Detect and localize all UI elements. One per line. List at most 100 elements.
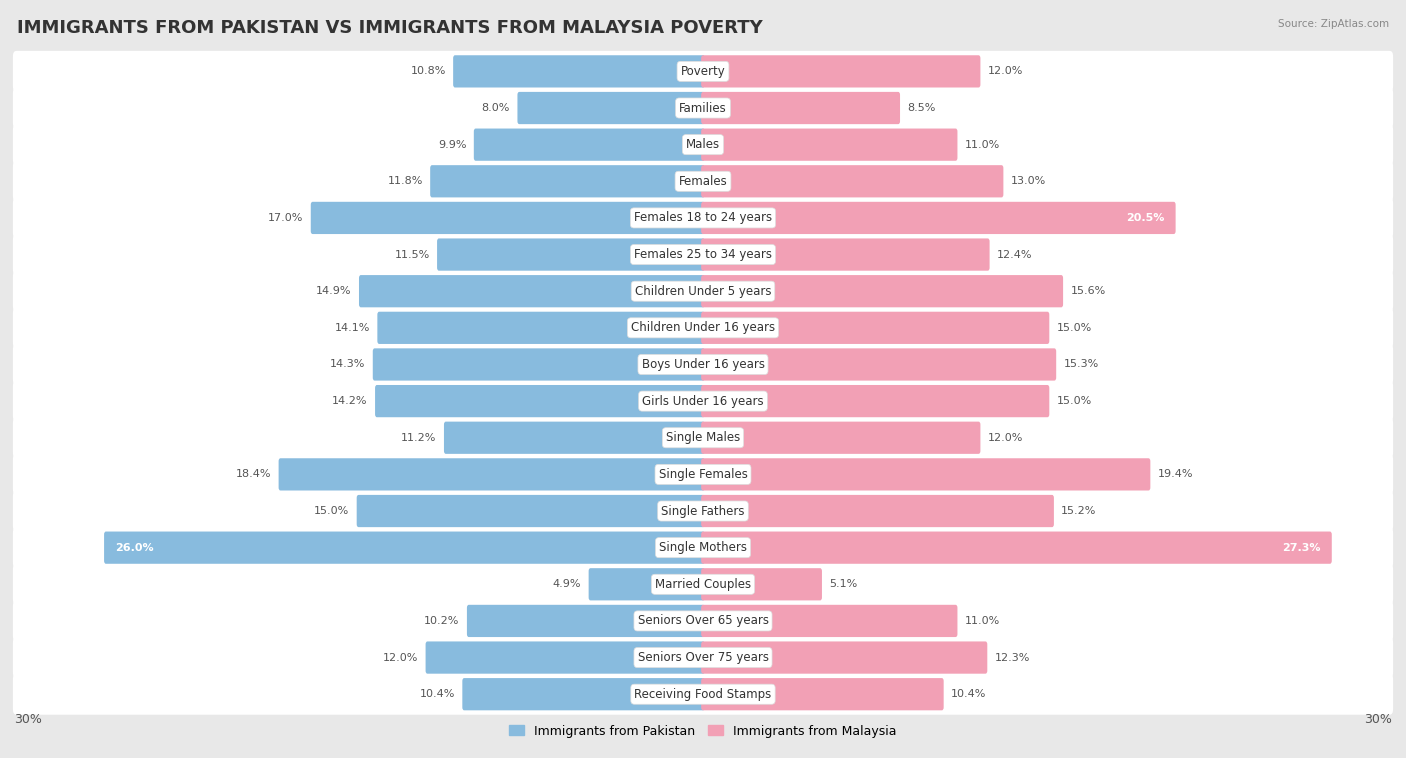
Text: Children Under 16 years: Children Under 16 years bbox=[631, 321, 775, 334]
Text: 14.3%: 14.3% bbox=[330, 359, 366, 369]
FancyBboxPatch shape bbox=[13, 234, 1393, 275]
FancyBboxPatch shape bbox=[13, 197, 1393, 239]
FancyBboxPatch shape bbox=[13, 51, 1393, 92]
FancyBboxPatch shape bbox=[702, 312, 1049, 344]
Text: 11.8%: 11.8% bbox=[388, 177, 423, 186]
FancyBboxPatch shape bbox=[13, 600, 1393, 641]
Text: Single Females: Single Females bbox=[658, 468, 748, 481]
FancyBboxPatch shape bbox=[430, 165, 704, 197]
Text: 10.2%: 10.2% bbox=[425, 616, 460, 626]
Text: Families: Families bbox=[679, 102, 727, 114]
FancyBboxPatch shape bbox=[13, 490, 1393, 531]
FancyBboxPatch shape bbox=[589, 568, 704, 600]
Text: 13.0%: 13.0% bbox=[1011, 177, 1046, 186]
Text: 4.9%: 4.9% bbox=[553, 579, 581, 589]
Text: Males: Males bbox=[686, 138, 720, 151]
Text: 15.0%: 15.0% bbox=[314, 506, 349, 516]
FancyBboxPatch shape bbox=[474, 129, 704, 161]
Text: Boys Under 16 years: Boys Under 16 years bbox=[641, 358, 765, 371]
Text: 17.0%: 17.0% bbox=[269, 213, 304, 223]
Text: 19.4%: 19.4% bbox=[1157, 469, 1194, 479]
FancyBboxPatch shape bbox=[13, 454, 1393, 495]
Text: 14.9%: 14.9% bbox=[316, 287, 352, 296]
Text: 30%: 30% bbox=[1364, 713, 1392, 725]
FancyBboxPatch shape bbox=[702, 495, 1054, 527]
FancyBboxPatch shape bbox=[377, 312, 704, 344]
FancyBboxPatch shape bbox=[702, 55, 980, 87]
Text: 8.0%: 8.0% bbox=[482, 103, 510, 113]
FancyBboxPatch shape bbox=[702, 202, 1175, 234]
Text: Girls Under 16 years: Girls Under 16 years bbox=[643, 395, 763, 408]
Text: 15.0%: 15.0% bbox=[1057, 396, 1092, 406]
FancyBboxPatch shape bbox=[104, 531, 704, 564]
Text: 5.1%: 5.1% bbox=[830, 579, 858, 589]
Text: 8.5%: 8.5% bbox=[907, 103, 936, 113]
FancyBboxPatch shape bbox=[702, 129, 957, 161]
FancyBboxPatch shape bbox=[426, 641, 704, 674]
FancyBboxPatch shape bbox=[702, 275, 1063, 307]
FancyBboxPatch shape bbox=[702, 385, 1049, 417]
FancyBboxPatch shape bbox=[702, 349, 1056, 381]
FancyBboxPatch shape bbox=[13, 417, 1393, 459]
FancyBboxPatch shape bbox=[373, 349, 704, 381]
FancyBboxPatch shape bbox=[357, 495, 704, 527]
Text: Single Mothers: Single Mothers bbox=[659, 541, 747, 554]
FancyBboxPatch shape bbox=[702, 92, 900, 124]
FancyBboxPatch shape bbox=[13, 307, 1393, 349]
Text: 12.3%: 12.3% bbox=[994, 653, 1031, 662]
Text: 18.4%: 18.4% bbox=[236, 469, 271, 479]
Text: Seniors Over 65 years: Seniors Over 65 years bbox=[637, 615, 769, 628]
FancyBboxPatch shape bbox=[702, 678, 943, 710]
Text: 15.3%: 15.3% bbox=[1063, 359, 1099, 369]
Text: Receiving Food Stamps: Receiving Food Stamps bbox=[634, 688, 772, 700]
FancyBboxPatch shape bbox=[13, 381, 1393, 421]
Text: 12.0%: 12.0% bbox=[988, 67, 1024, 77]
Text: Source: ZipAtlas.com: Source: ZipAtlas.com bbox=[1278, 19, 1389, 29]
Text: 11.5%: 11.5% bbox=[395, 249, 430, 259]
Text: 12.0%: 12.0% bbox=[988, 433, 1024, 443]
Text: Single Fathers: Single Fathers bbox=[661, 505, 745, 518]
Text: 10.4%: 10.4% bbox=[950, 689, 987, 699]
FancyBboxPatch shape bbox=[702, 641, 987, 674]
FancyBboxPatch shape bbox=[702, 605, 957, 637]
Text: 10.8%: 10.8% bbox=[411, 67, 446, 77]
FancyBboxPatch shape bbox=[13, 344, 1393, 385]
FancyBboxPatch shape bbox=[702, 165, 1004, 197]
FancyBboxPatch shape bbox=[278, 459, 704, 490]
FancyBboxPatch shape bbox=[13, 527, 1393, 568]
FancyBboxPatch shape bbox=[13, 564, 1393, 605]
Text: Females: Females bbox=[679, 175, 727, 188]
Text: 11.0%: 11.0% bbox=[965, 139, 1000, 149]
Text: 14.2%: 14.2% bbox=[332, 396, 368, 406]
FancyBboxPatch shape bbox=[444, 421, 704, 454]
FancyBboxPatch shape bbox=[702, 239, 990, 271]
FancyBboxPatch shape bbox=[702, 421, 980, 454]
Text: 15.6%: 15.6% bbox=[1070, 287, 1105, 296]
Text: 15.2%: 15.2% bbox=[1062, 506, 1097, 516]
FancyBboxPatch shape bbox=[702, 459, 1150, 490]
FancyBboxPatch shape bbox=[13, 271, 1393, 312]
FancyBboxPatch shape bbox=[13, 124, 1393, 165]
Text: 9.9%: 9.9% bbox=[437, 139, 467, 149]
FancyBboxPatch shape bbox=[453, 55, 704, 87]
FancyBboxPatch shape bbox=[359, 275, 704, 307]
Text: 27.3%: 27.3% bbox=[1282, 543, 1320, 553]
Text: 11.0%: 11.0% bbox=[965, 616, 1000, 626]
Text: IMMIGRANTS FROM PAKISTAN VS IMMIGRANTS FROM MALAYSIA POVERTY: IMMIGRANTS FROM PAKISTAN VS IMMIGRANTS F… bbox=[17, 19, 762, 37]
FancyBboxPatch shape bbox=[13, 674, 1393, 715]
Text: Married Couples: Married Couples bbox=[655, 578, 751, 590]
Text: 14.1%: 14.1% bbox=[335, 323, 370, 333]
FancyBboxPatch shape bbox=[702, 568, 823, 600]
Text: Children Under 5 years: Children Under 5 years bbox=[634, 285, 772, 298]
Text: Seniors Over 75 years: Seniors Over 75 years bbox=[637, 651, 769, 664]
FancyBboxPatch shape bbox=[437, 239, 704, 271]
Text: Single Males: Single Males bbox=[666, 431, 740, 444]
Text: 12.4%: 12.4% bbox=[997, 249, 1032, 259]
FancyBboxPatch shape bbox=[13, 87, 1393, 129]
FancyBboxPatch shape bbox=[311, 202, 704, 234]
Legend: Immigrants from Pakistan, Immigrants from Malaysia: Immigrants from Pakistan, Immigrants fro… bbox=[505, 719, 901, 743]
FancyBboxPatch shape bbox=[702, 531, 1331, 564]
Text: 10.4%: 10.4% bbox=[419, 689, 456, 699]
Text: 11.2%: 11.2% bbox=[401, 433, 437, 443]
Text: 12.0%: 12.0% bbox=[382, 653, 418, 662]
